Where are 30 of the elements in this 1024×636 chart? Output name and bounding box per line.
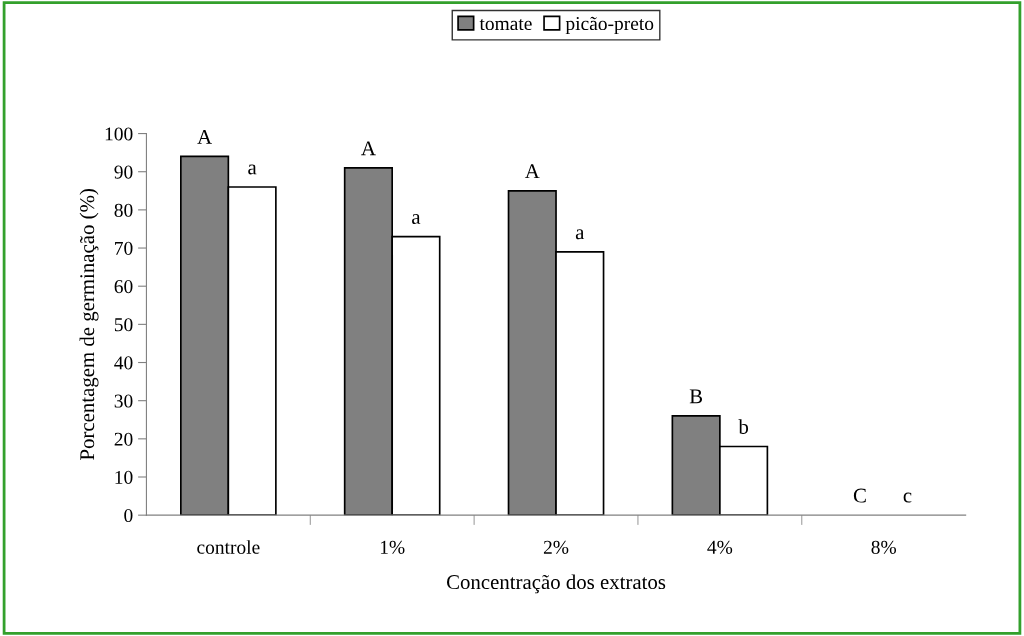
annotation: B — [689, 389, 703, 404]
x-tick-label: controle — [197, 540, 260, 554]
annotation: a — [248, 164, 257, 175]
x-tick-label: 8% — [871, 540, 897, 554]
annotation: A — [524, 164, 540, 179]
annotation: C — [853, 488, 866, 503]
y-tick-label: 50 — [114, 318, 133, 332]
annotation: a — [575, 229, 585, 240]
annotation: a — [412, 214, 421, 225]
y-tick-label: 0 — [124, 508, 133, 523]
annotation: b — [738, 419, 749, 434]
y-tick-label: 20 — [114, 432, 133, 446]
legend-label: picão-preto — [565, 16, 654, 35]
annotation: c — [903, 492, 912, 503]
y-tick-label: 90 — [114, 165, 133, 179]
y-tick-label: 10 — [115, 470, 133, 484]
y-tick-label: 80 — [114, 203, 133, 217]
x-tick-label: 4% — [707, 540, 733, 554]
y-tick-label: 30 — [114, 394, 133, 408]
legend-label: tomate — [479, 18, 532, 31]
y-tick-label: 70 — [115, 241, 133, 255]
x-tick-label: 1% — [380, 540, 405, 554]
annotation: A — [361, 141, 376, 156]
annotation: A — [197, 129, 212, 144]
y-tick-label: 100 — [105, 127, 133, 141]
y-tick-label: 40 — [114, 356, 133, 370]
x-tick-label: 2% — [543, 540, 569, 554]
y-axis-title: Porcentagem de germinação (%) — [79, 189, 99, 460]
y-tick-label: 60 — [114, 280, 133, 294]
x-axis-title: Concentração dos extratos — [446, 574, 666, 594]
